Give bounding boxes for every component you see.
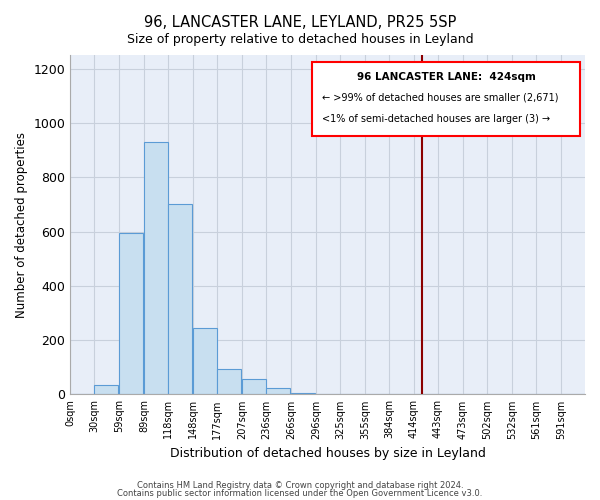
Bar [94, 385, 118, 394]
Text: Size of property relative to detached houses in Leyland: Size of property relative to detached ho… [127, 32, 473, 46]
Bar [291, 393, 315, 394]
Text: <1% of semi-detached houses are larger (3) →: <1% of semi-detached houses are larger (… [322, 114, 551, 124]
Text: ← >99% of detached houses are smaller (2,671): ← >99% of detached houses are smaller (2… [322, 92, 559, 102]
Bar [193, 328, 217, 394]
Text: 96, LANCASTER LANE, LEYLAND, PR25 5SP: 96, LANCASTER LANE, LEYLAND, PR25 5SP [144, 15, 456, 30]
Text: 96 LANCASTER LANE:  424sqm: 96 LANCASTER LANE: 424sqm [356, 72, 535, 82]
Bar [217, 368, 241, 394]
Text: Contains public sector information licensed under the Open Government Licence v3: Contains public sector information licen… [118, 489, 482, 498]
Bar [119, 233, 143, 394]
Bar [266, 388, 290, 394]
Bar [242, 380, 266, 394]
X-axis label: Distribution of detached houses by size in Leyland: Distribution of detached houses by size … [170, 447, 485, 460]
Bar [168, 204, 193, 394]
FancyBboxPatch shape [312, 62, 580, 136]
Bar [144, 142, 168, 395]
Text: Contains HM Land Registry data © Crown copyright and database right 2024.: Contains HM Land Registry data © Crown c… [137, 480, 463, 490]
Y-axis label: Number of detached properties: Number of detached properties [15, 132, 28, 318]
